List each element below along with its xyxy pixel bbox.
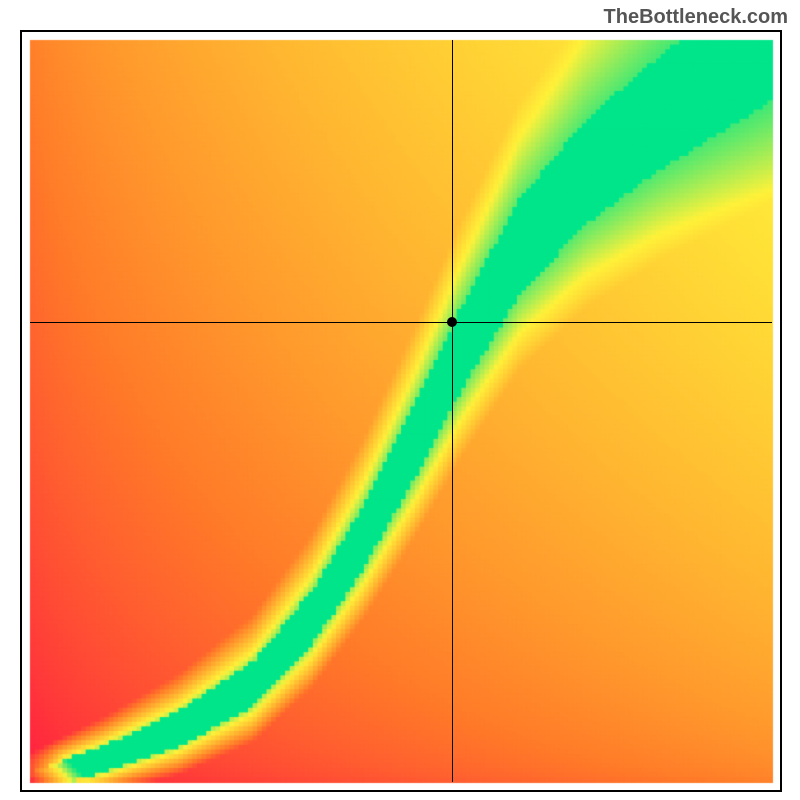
crosshair-vertical — [452, 40, 453, 782]
chart-frame — [20, 30, 782, 792]
chart-container: TheBottleneck.com — [0, 0, 800, 800]
crosshair-marker — [447, 317, 457, 327]
crosshair-horizontal — [30, 322, 772, 323]
heatmap-canvas — [22, 32, 780, 790]
watermark-text: TheBottleneck.com — [604, 6, 788, 29]
